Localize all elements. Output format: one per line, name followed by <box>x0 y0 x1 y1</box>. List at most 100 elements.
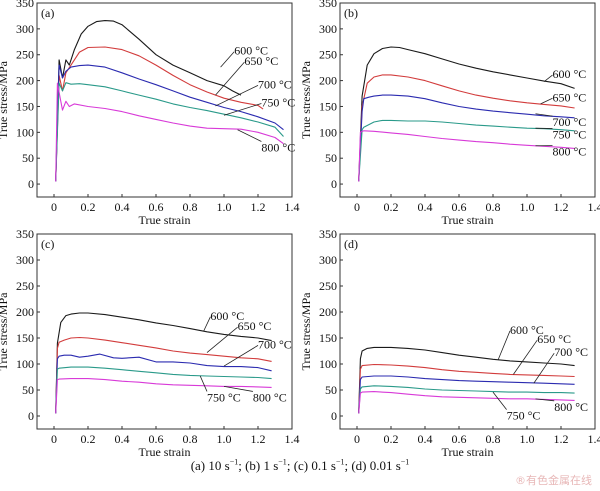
curve-label-800: 800 °C <box>253 390 287 404</box>
curve-label-600: 600 °C <box>210 309 244 323</box>
y-tick-label: 200 <box>319 305 337 319</box>
y-tick-label: 250 <box>319 48 337 62</box>
y-tick-label: 300 <box>319 253 337 267</box>
x-tick-label: 0.8 <box>183 200 198 214</box>
panel-tag: (a) <box>41 6 54 20</box>
series-line-600 <box>358 46 575 182</box>
panel-tag: (b) <box>344 6 358 20</box>
y-tick-label: 250 <box>319 279 337 293</box>
y-axis-title: True stress/MPa <box>299 60 313 139</box>
y-axis-title: True stress/MPa <box>0 60 10 139</box>
y-tick-label: 300 <box>319 22 337 36</box>
y-tick-label: 50 <box>325 383 337 397</box>
leader-line-700 <box>215 85 259 107</box>
y-tick-label: 50 <box>22 151 34 165</box>
curve-label-700: 700 °C <box>258 337 292 351</box>
leader-line-650 <box>215 61 245 96</box>
leader-line-650 <box>513 339 538 375</box>
x-tick-label: 0.6 <box>452 200 467 214</box>
x-axis-title: True strain <box>139 213 191 227</box>
series-line-650 <box>358 363 575 414</box>
x-tick-label: 0 <box>51 200 57 214</box>
y-tick-label: 100 <box>16 357 34 371</box>
y-tick-label: 150 <box>319 331 337 345</box>
x-axis-title: True strain <box>442 213 494 227</box>
series-line-600 <box>55 20 242 182</box>
panel-c-chart: 0 0.2 0.4 0.6 0.8 1.0 1.2 1.4 0 50 100 150 200 250 300… <box>0 227 300 459</box>
x-tick-label: 0.4 <box>115 432 130 446</box>
x-tick-label: 0 <box>354 432 360 446</box>
series-line-650 <box>55 336 272 414</box>
axes-frame <box>36 2 293 198</box>
x-tick-label: 1.2 <box>251 200 266 214</box>
y-axis-title: True stress/MPa <box>0 292 10 371</box>
series-line-600 <box>358 346 575 414</box>
y-tick-label: 0 <box>331 409 337 423</box>
x-tick-label: 0.6 <box>149 432 164 446</box>
leader-line-600 <box>203 316 211 332</box>
curve-label-800: 800 °C <box>554 400 588 414</box>
y-tick-label: 350 <box>16 227 34 241</box>
y-tick-label: 200 <box>319 74 337 88</box>
caption-part-d: (d) 0.01 s−1 <box>351 458 410 474</box>
series-line-750 <box>358 385 575 414</box>
y-tick-label: 350 <box>319 227 337 241</box>
series-line-700 <box>358 94 575 182</box>
caption-part-c: (c) 0.1 s−1; <box>293 458 352 474</box>
series-line-800 <box>55 378 272 414</box>
leader-line-700 <box>535 113 553 117</box>
x-tick-label: 1.2 <box>251 432 266 446</box>
caption-part-a: (a) 10 s−1; <box>190 458 246 474</box>
y-tick-label: 0 <box>331 177 337 191</box>
y-axis-title: True stress/MPa <box>299 292 313 371</box>
leader-line-600 <box>220 51 235 68</box>
x-tick-label: 1.0 <box>520 200 535 214</box>
leader-line-600 <box>497 330 511 360</box>
y-tick-label: 0 <box>28 409 34 423</box>
panel-tag: (d) <box>344 237 358 251</box>
x-tick-label: 0.2 <box>81 432 96 446</box>
y-tick-label: 100 <box>319 125 337 139</box>
leader-line-750 <box>223 103 262 116</box>
leader-line-750 <box>199 375 208 392</box>
y-tick-label: 300 <box>16 22 34 36</box>
y-tick-label: 100 <box>319 357 337 371</box>
leader-line-800 <box>223 385 253 392</box>
series-line-800 <box>358 391 575 414</box>
x-tick-label: 1.0 <box>217 432 232 446</box>
x-tick-label: 0.6 <box>149 200 164 214</box>
x-tick-label: 0.4 <box>418 432 433 446</box>
y-tick-label: 350 <box>319 0 337 10</box>
x-tick-label: 0.8 <box>486 200 501 214</box>
x-tick-label: 1.0 <box>217 200 232 214</box>
series-line-700 <box>358 375 575 414</box>
y-tick-label: 200 <box>16 74 34 88</box>
curve-label-600: 600 °C <box>510 323 544 337</box>
y-tick-label: 100 <box>16 125 34 139</box>
x-tick-label: 1.4 <box>588 432 600 446</box>
leader-line-700 <box>533 352 555 384</box>
panel-d-chart: 0 0.2 0.4 0.6 0.8 1.0 1.2 1.4 0 50 100 150 200 250 300… <box>299 227 600 459</box>
leader-line-650 <box>206 326 238 353</box>
x-tick-label: 0.2 <box>384 432 399 446</box>
curve-label-600: 600 °C <box>553 67 587 81</box>
leader-line-800 <box>535 398 555 402</box>
curve-label-700: 700 °C <box>553 115 587 129</box>
curve-label-750: 750 °C <box>261 95 295 109</box>
x-tick-label: 0.6 <box>452 432 467 446</box>
series-line-800 <box>55 82 284 182</box>
series-line-650 <box>55 46 264 182</box>
x-tick-label: 1.2 <box>554 200 569 214</box>
x-tick-label: 0.4 <box>418 200 433 214</box>
series-line-750 <box>55 82 284 182</box>
x-tick-label: 0.2 <box>81 200 96 214</box>
x-axis-title: True strain <box>139 445 191 459</box>
x-tick-label: 1.4 <box>285 200 300 214</box>
y-tick-label: 50 <box>22 383 34 397</box>
curve-label-750: 750 °C <box>207 390 241 404</box>
y-tick-label: 350 <box>16 0 34 10</box>
series-line-750 <box>55 366 272 414</box>
x-axis-title: True strain <box>442 445 494 459</box>
y-tick-label: 150 <box>319 99 337 113</box>
